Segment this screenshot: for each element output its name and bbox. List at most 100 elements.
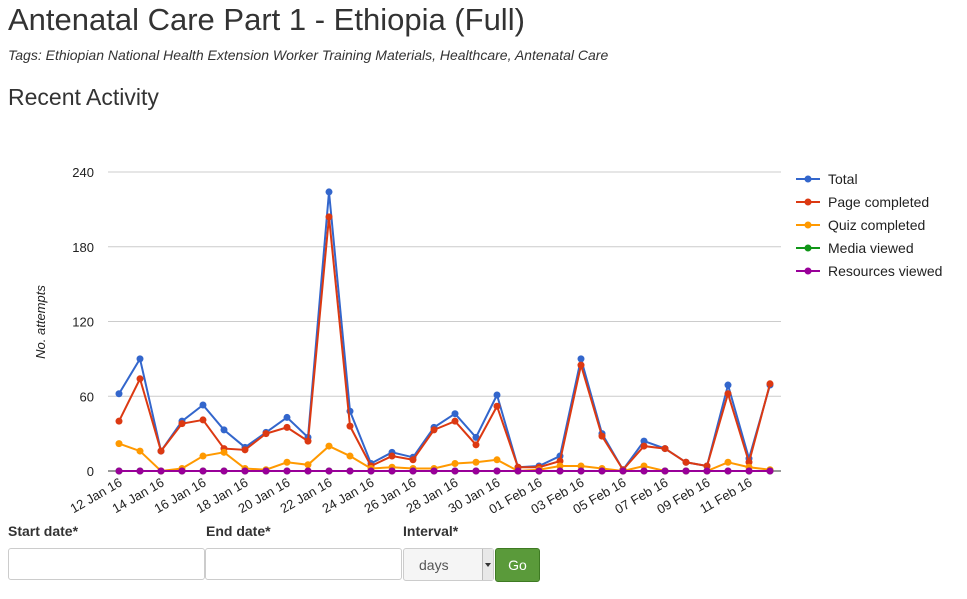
data-point — [178, 467, 186, 475]
legend-swatch-dot — [804, 244, 812, 252]
data-point — [556, 457, 564, 465]
data-point — [136, 355, 144, 363]
start-date-input[interactable] — [8, 548, 205, 580]
data-point — [619, 467, 627, 475]
go-button[interactable]: Go — [495, 548, 540, 582]
dropdown-arrow-icon — [482, 549, 493, 580]
data-point — [220, 448, 228, 456]
data-point — [766, 380, 774, 388]
data-point — [199, 401, 207, 409]
data-point — [724, 458, 732, 466]
data-point — [682, 467, 690, 475]
data-point — [115, 390, 123, 398]
data-point — [640, 442, 648, 450]
data-point — [136, 467, 144, 475]
y-tick-label: 240 — [72, 165, 94, 180]
data-point — [493, 456, 501, 464]
data-point — [325, 188, 333, 196]
data-point — [409, 456, 417, 464]
data-point — [115, 440, 123, 448]
data-point — [472, 467, 480, 475]
legend-label: Resources viewed — [828, 263, 942, 279]
legend-swatch-dot — [804, 221, 812, 229]
series-line — [118, 216, 771, 472]
y-axis-title: No. attempts — [33, 285, 48, 359]
data-point — [346, 452, 354, 460]
data-point — [283, 423, 291, 431]
data-point — [724, 381, 732, 389]
data-point — [703, 462, 711, 470]
data-point — [577, 467, 585, 475]
data-point — [367, 467, 375, 475]
data-point — [388, 452, 396, 460]
data-point — [493, 391, 501, 399]
legend-swatch-dot — [804, 267, 812, 275]
data-point — [178, 420, 186, 428]
data-point — [598, 467, 606, 475]
data-point — [325, 467, 333, 475]
data-point — [115, 417, 123, 425]
data-point — [556, 462, 564, 470]
data-point — [703, 467, 711, 475]
data-point — [325, 442, 333, 450]
data-point — [199, 467, 207, 475]
data-point — [640, 462, 648, 470]
y-tick-label: 120 — [72, 315, 94, 330]
data-point — [157, 467, 165, 475]
interval-select[interactable]: days — [403, 548, 494, 581]
interval-selected-value: days — [419, 557, 449, 573]
y-tick-label: 0 — [87, 464, 94, 479]
y-tick-label: 180 — [72, 240, 94, 255]
data-point — [724, 390, 732, 398]
data-point — [115, 467, 123, 475]
legend-label: Page completed — [828, 194, 929, 210]
data-point — [220, 467, 228, 475]
data-point — [262, 430, 270, 438]
data-point — [640, 467, 648, 475]
interval-label: Interval* — [403, 523, 459, 539]
data-point — [661, 445, 669, 453]
end-date-input[interactable] — [205, 548, 402, 580]
data-point — [472, 458, 480, 466]
data-point — [493, 467, 501, 475]
data-point — [556, 467, 564, 475]
data-point — [136, 447, 144, 455]
data-point — [430, 467, 438, 475]
section-title: Recent Activity — [8, 84, 159, 110]
data-point — [682, 458, 690, 466]
data-point — [430, 426, 438, 434]
data-point — [157, 447, 165, 455]
data-point — [304, 467, 312, 475]
data-point — [409, 467, 417, 475]
data-point — [346, 467, 354, 475]
y-tick-label: 60 — [80, 389, 94, 404]
data-point — [388, 467, 396, 475]
data-point — [577, 355, 585, 363]
data-point — [745, 467, 753, 475]
data-point — [535, 467, 543, 475]
data-point — [451, 417, 459, 425]
legend-label: Quiz completed — [828, 217, 925, 233]
legend-label: Media viewed — [828, 240, 914, 256]
data-point — [493, 402, 501, 410]
data-point — [451, 460, 459, 468]
data-point — [283, 413, 291, 421]
data-point — [451, 467, 459, 475]
data-point — [241, 467, 249, 475]
series-line — [118, 442, 771, 473]
data-point — [220, 426, 228, 434]
start-date-label: Start date* — [8, 523, 79, 539]
data-point — [640, 437, 648, 445]
data-point — [577, 361, 585, 369]
legend-swatch-dot — [804, 175, 812, 183]
data-point — [745, 458, 753, 466]
data-point — [325, 213, 333, 221]
data-point — [766, 467, 774, 475]
data-point — [514, 467, 522, 475]
data-point — [136, 375, 144, 383]
data-point — [262, 467, 270, 475]
data-point — [346, 422, 354, 430]
data-point — [661, 467, 669, 475]
data-point — [199, 416, 207, 424]
